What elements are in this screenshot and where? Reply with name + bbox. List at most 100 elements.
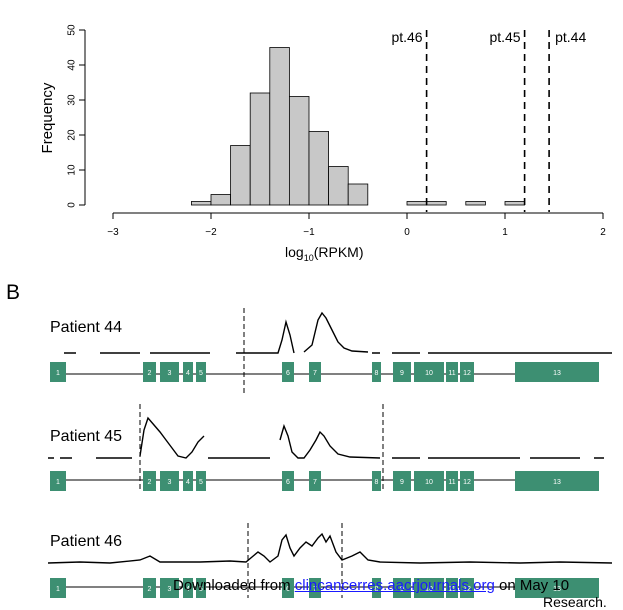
coverage-trace-46 bbox=[47, 532, 613, 564]
exon-12: 12 bbox=[460, 578, 474, 598]
patient-46-track: 1 2 3 4 5 6 7 8 9 10 11 12 13 bbox=[47, 523, 613, 598]
patient-markers: pt.46 pt.45 pt.44 bbox=[391, 29, 586, 212]
exon-label: 9 bbox=[400, 370, 404, 377]
panel-b-label: B bbox=[6, 281, 21, 304]
exon-6: 6 bbox=[282, 578, 294, 598]
exon-label: 4 bbox=[186, 370, 190, 377]
histogram-bars bbox=[190, 47, 526, 206]
exon-3: 3 bbox=[160, 471, 179, 491]
exon-label: 12 bbox=[463, 586, 471, 593]
x-tick-label: 0 bbox=[404, 227, 410, 238]
exon-label: 5 bbox=[199, 586, 203, 593]
exon-11: 11 bbox=[446, 362, 458, 382]
exon-label: 10 bbox=[425, 479, 433, 486]
exon-label: 10 bbox=[425, 370, 433, 377]
exon-label: 9 bbox=[400, 586, 404, 593]
exon-label: 2 bbox=[148, 479, 152, 486]
exon-box bbox=[143, 578, 156, 598]
exon-label: 2 bbox=[148, 586, 152, 593]
histogram-bar bbox=[249, 92, 271, 206]
histogram-bar bbox=[347, 183, 369, 206]
exon-2: 2 bbox=[143, 362, 156, 382]
exon-box bbox=[143, 471, 156, 491]
exon-2: 2 bbox=[143, 578, 156, 598]
exon-box bbox=[309, 362, 321, 382]
histogram-bar bbox=[269, 47, 290, 206]
exon-box bbox=[372, 578, 381, 598]
exon-label: 6 bbox=[286, 479, 290, 486]
exon-box bbox=[183, 471, 193, 491]
y-tick-label: 10 bbox=[67, 164, 78, 176]
y-tick-label: 0 bbox=[67, 202, 78, 208]
histogram-panel: 0 10 20 30 40 50 −3 −2 −1 0 1 2 pt.46 pt.45 pt.44 Fr… bbox=[39, 24, 606, 263]
exon-label: 13 bbox=[553, 479, 561, 486]
exon-box bbox=[183, 578, 193, 598]
coverage-trace-44 bbox=[64, 311, 612, 354]
y-tick-label: 50 bbox=[67, 24, 78, 36]
patient-marker-label: pt.45 bbox=[489, 29, 520, 45]
exon-9: 9 bbox=[393, 362, 411, 382]
exon-box bbox=[446, 471, 458, 491]
exon-13: 13 bbox=[515, 471, 599, 491]
patient-marker-label: pt.44 bbox=[555, 29, 586, 45]
exon-8: 8 bbox=[372, 578, 381, 598]
exon-2: 2 bbox=[143, 471, 156, 491]
x-axis-label-unit: (RPKM) bbox=[314, 244, 364, 260]
exon-7: 7 bbox=[309, 471, 321, 491]
patient-44-track: 1 2 3 4 5 6 7 8 9 10 11 12 13 bbox=[50, 308, 612, 396]
histogram-bar bbox=[426, 201, 447, 206]
exon-label: 11 bbox=[448, 479, 455, 486]
exon-box bbox=[143, 362, 156, 382]
exon-10: 10 bbox=[414, 578, 444, 598]
exon-label: 6 bbox=[286, 586, 290, 593]
exon-box bbox=[282, 362, 294, 382]
x-tick-label: 1 bbox=[502, 227, 508, 238]
exon-row-45: 1 2 3 4 5 6 7 8 9 10 11 12 13 bbox=[50, 471, 599, 491]
exon-label: 1 bbox=[56, 370, 60, 377]
exon-4: 4 bbox=[183, 471, 193, 491]
exon-box bbox=[160, 471, 179, 491]
exon-box bbox=[515, 471, 599, 491]
journal-link[interactable]: clincancerres.aacrjournals.org bbox=[294, 577, 495, 594]
exon-4: 4 bbox=[183, 578, 193, 598]
exon-label: 4 bbox=[186, 479, 190, 486]
exon-3: 3 bbox=[160, 578, 179, 598]
exon-12: 12 bbox=[460, 362, 474, 382]
exon-label: 3 bbox=[168, 586, 172, 593]
exon-5: 5 bbox=[196, 578, 206, 598]
exon-box bbox=[372, 362, 381, 382]
coverage-trace-45 bbox=[48, 416, 604, 459]
histogram-bar bbox=[504, 201, 526, 206]
exon-box bbox=[50, 578, 66, 598]
histogram-bar bbox=[406, 201, 428, 206]
exon-box bbox=[196, 362, 206, 382]
exon-box bbox=[393, 578, 411, 598]
exon-7: 7 bbox=[309, 578, 321, 598]
download-notice-line2: Research. bbox=[543, 594, 607, 610]
exon-label: 9 bbox=[400, 479, 404, 486]
exon-1: 1 bbox=[50, 362, 66, 382]
exon-box bbox=[183, 362, 193, 382]
exon-label: 8 bbox=[375, 370, 379, 377]
histogram-bar bbox=[190, 201, 212, 206]
exon-label: 2 bbox=[148, 370, 152, 377]
exon-label: 3 bbox=[168, 370, 172, 377]
download-prefix: Downloaded from bbox=[173, 577, 295, 594]
exon-5: 5 bbox=[196, 471, 206, 491]
exon-12: 12 bbox=[460, 471, 474, 491]
exon-9: 9 bbox=[393, 471, 411, 491]
exon-label: 8 bbox=[375, 479, 379, 486]
exon-box bbox=[309, 578, 321, 598]
exon-label: 5 bbox=[199, 479, 203, 486]
x-axis-label: log10(RPKM) bbox=[285, 244, 363, 263]
y-tick-label: 40 bbox=[67, 59, 78, 71]
exon-label: 6 bbox=[286, 370, 290, 377]
exon-label: 7 bbox=[313, 479, 317, 486]
x-tick-label: −3 bbox=[107, 227, 119, 238]
exon-3: 3 bbox=[160, 362, 179, 382]
exon-8: 8 bbox=[372, 471, 381, 491]
x-tick-label: −2 bbox=[205, 227, 217, 238]
exon-box bbox=[414, 362, 444, 382]
exon-box bbox=[196, 578, 206, 598]
exon-6: 6 bbox=[282, 471, 294, 491]
